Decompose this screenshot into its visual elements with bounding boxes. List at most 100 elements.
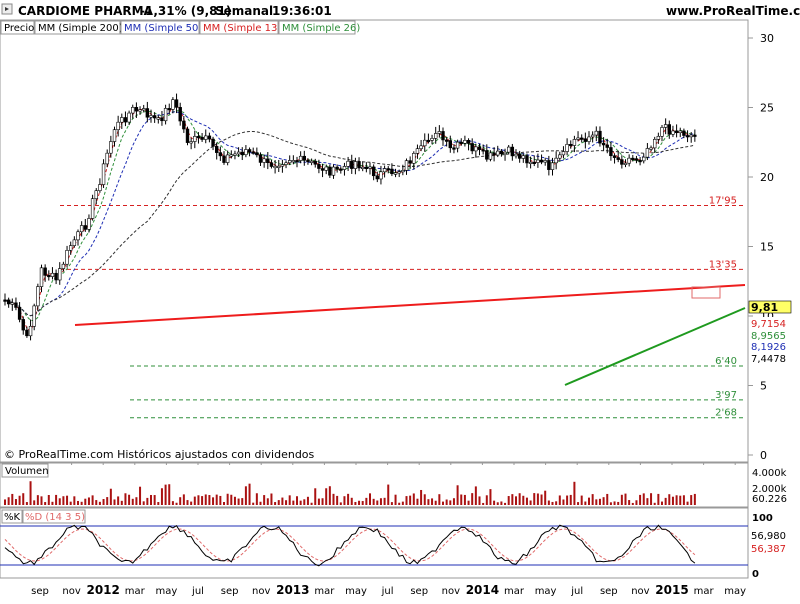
volume-bar (139, 486, 142, 505)
candle (499, 150, 504, 155)
candle (663, 124, 668, 128)
site-label: www.ProRealTime.com (666, 4, 800, 18)
volume-bar (288, 495, 291, 505)
volume-bar (358, 500, 361, 505)
volume-bar (617, 501, 620, 505)
candle (678, 130, 682, 134)
volume-bar (87, 497, 90, 505)
osc-tick-0: 0 (752, 569, 759, 580)
legend-item-3[interactable]: MM (Simple 13) (199, 20, 281, 35)
candle (419, 145, 423, 150)
candle (240, 151, 244, 156)
candle (649, 147, 653, 150)
candle (112, 129, 117, 142)
resistance-trendline[interactable] (74, 284, 746, 326)
volume-bar (624, 493, 627, 505)
legend-item-1[interactable]: MM (Simple 200) (34, 20, 123, 35)
volume-bar (580, 495, 583, 505)
volume-bar (124, 493, 127, 505)
zone-box[interactable] (691, 286, 721, 299)
volume-bar (109, 488, 112, 505)
volume-tick-2: 2.000k (752, 484, 787, 495)
osc-last-k: 56,980 (751, 531, 786, 542)
volume-bar (551, 501, 554, 505)
volume-bar (193, 496, 196, 505)
volume-bar (405, 496, 408, 505)
volume-bar (420, 489, 423, 505)
candle (258, 154, 263, 163)
candle (225, 154, 230, 163)
candle (579, 137, 584, 140)
candle (309, 160, 314, 163)
x-tick-label-19: nov (631, 586, 649, 597)
volume-bar (29, 481, 32, 505)
candle (368, 166, 372, 169)
x-tick-label-7: nov (252, 586, 270, 597)
volume-bar (434, 500, 437, 505)
legend-item-4[interactable]: MM (Simple 26) (278, 20, 360, 35)
svg-text:9,7154: 9,7154 (751, 319, 786, 330)
candle (652, 139, 657, 149)
candle (623, 162, 628, 165)
legend-item-0[interactable]: Precio (0, 20, 35, 35)
volume-bar (296, 496, 298, 505)
candle (69, 245, 73, 251)
volume-bar (504, 502, 507, 505)
x-tick-label-9: mar (314, 586, 335, 597)
oscillator-panel (0, 507, 749, 579)
candle (32, 305, 36, 327)
volume-bar (562, 499, 565, 505)
candle (426, 139, 431, 143)
candle (295, 160, 299, 163)
candle (43, 267, 47, 276)
ma-200-line (4, 131, 696, 317)
candle (350, 160, 354, 169)
candle (693, 134, 697, 137)
volume-bar (482, 502, 485, 505)
volume-bar (321, 498, 324, 505)
candle (393, 172, 398, 175)
osc-d-label: %D (14 3 5) (25, 512, 85, 523)
ma-13-line (4, 104, 695, 332)
candle (517, 153, 522, 159)
volume-bar (182, 494, 185, 505)
candle (547, 160, 551, 170)
candle (620, 159, 624, 165)
volume-bar (325, 488, 328, 505)
volume-bar (102, 499, 105, 505)
copyright-note: © ProRealTime.com Históricos ajustados c… (4, 448, 315, 461)
period-label: Semanal (215, 4, 273, 18)
candle (196, 136, 201, 139)
x-tick-label-0: sep (31, 586, 49, 597)
candle (94, 190, 98, 200)
candle (353, 161, 358, 169)
volume-bar (128, 494, 131, 505)
volume-bar (536, 493, 539, 505)
support-trendline[interactable] (564, 307, 746, 386)
osc-last-d: 56,387 (751, 544, 786, 555)
candle (244, 149, 248, 156)
volume-bar (416, 498, 419, 505)
volume-bar (507, 496, 510, 505)
volume-bar (255, 493, 258, 505)
candle (171, 99, 175, 110)
candle (634, 158, 639, 161)
osc-k-line (4, 524, 696, 567)
volume-bar (157, 502, 160, 505)
volume-bar (204, 494, 207, 505)
candle (346, 160, 350, 167)
volume-bar (620, 494, 623, 505)
collapse-icon[interactable] (1, 3, 13, 15)
legend-label-3: MM (Simple 13) (203, 23, 281, 34)
volume-bar (190, 501, 193, 505)
volume-bar (365, 497, 368, 505)
candle (3, 299, 7, 302)
candle (616, 157, 620, 160)
volume-bar (456, 485, 459, 505)
candle (123, 117, 128, 123)
legend-item-2[interactable]: MM (Simple 50) (120, 20, 202, 35)
volume-bar (613, 501, 616, 505)
candle (532, 161, 536, 164)
volume-bar (186, 500, 189, 505)
volume-bar (7, 497, 10, 505)
